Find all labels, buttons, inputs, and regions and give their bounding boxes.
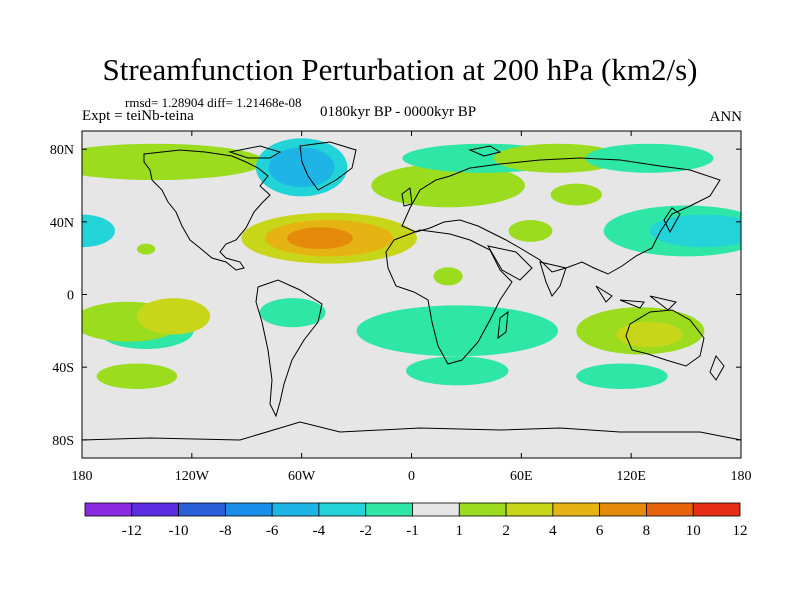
coastlines [82,141,741,441]
season-label: ANN [709,109,743,125]
colorbar-swatch-11 [599,502,647,517]
y-tick-label: 0 [67,289,74,304]
colorbar-swatch-12 [646,502,694,517]
coastline-british-isles [401,187,413,207]
colorbar-swatch-6 [365,502,413,517]
anomaly-region-25 [433,267,463,286]
coastline-north-america [143,149,271,271]
colorbar-swatch-3 [224,502,273,517]
anomaly-region-18 [96,363,178,389]
y-tick-label: 80N [50,143,74,158]
coastline-arctic-islands [228,145,502,159]
anomaly-region-0 [82,143,266,181]
colorbar-label: 1 [456,523,464,539]
colorbar-label: 6 [596,523,604,539]
x-tick-label: 180 [731,469,752,484]
anomaly-region-2 [268,147,335,188]
anomaly-region-17 [136,298,211,335]
anomaly-region-26 [508,220,553,242]
colorbar: -12 -10 -8 -6 -4 -2 -1 1 2 4 6 8 10 12 [84,502,748,539]
coastline-japan [663,207,681,234]
stats-line: rmsd= 1.28904 diff= 1.21468e-08 [125,95,302,110]
y-tick-label: 40N [50,216,74,231]
colorbar-swatch-8 [458,502,507,517]
anomaly-region-5 [287,227,353,250]
colorbar-swatch-0 [84,502,133,517]
coastline-antarctica [82,421,741,441]
colorbar-label: 8 [643,523,651,539]
x-tick-label: 120E [616,469,646,484]
anomaly-region-9 [585,143,714,173]
colorbar-label: 2 [502,523,510,539]
colorbar-swatch-10 [552,502,601,517]
anomaly-region-20 [356,305,558,357]
y-tick-label: 80S [52,434,74,449]
plot-title: Streamfunction Perturbation at 200 hPa (… [102,52,698,87]
coastline-india [539,261,567,297]
colorbar-swatch-1 [131,502,179,517]
coastline-south-america [255,279,323,418]
colorbar-swatch-7 [412,502,460,517]
anomaly-region-24 [576,363,668,389]
anomaly-region-21 [406,356,509,386]
anomaly-region-11 [649,214,741,248]
x-tick-label: 0 [408,469,415,484]
colorbar-swatch-13 [692,502,741,517]
colorbar-label: 12 [733,523,748,539]
coastline-madagascar [497,310,509,340]
colorbar-swatch-4 [271,502,320,517]
colorbar-label: -6 [266,523,279,539]
coastline-new-zealand [709,355,725,381]
period-line: 0180kyr BP - 0000kyr BP [320,104,477,120]
colorbar-label: 4 [549,523,557,539]
anomaly-region-23 [616,321,683,348]
colorbar-label: -1 [406,523,419,539]
colorbar-label: -4 [313,523,326,539]
colorbar-label: 10 [686,523,701,539]
anomaly-region-13 [82,214,115,248]
coastline-africa [385,229,513,365]
x-tick-label: 60E [510,469,533,484]
axis-ticks: 180 120W 60W 0 60E 120E 180 80N 40N 0 40S 80S [50,131,752,484]
coastline-greenland [299,141,357,191]
colorbar-swatch-9 [505,502,554,517]
anomaly-region-27 [136,243,156,255]
coastline-indonesia [595,285,677,311]
anomaly-region-6 [371,163,525,208]
anomaly-region-12 [550,183,602,206]
colorbar-swatch-2 [178,502,226,517]
colorbar-label: -2 [359,523,372,539]
coastline-arabia [486,245,533,281]
experiment-line: Expt = teiNb-teina [82,108,194,124]
y-tick-label: 40S [52,361,74,376]
x-tick-label: 180 [72,469,93,484]
anomaly-region-19 [259,298,326,328]
coastline-eurasia [401,157,721,275]
colorbar-label: -8 [219,523,232,539]
colorbar-label: -12 [122,523,142,539]
anomaly-region-8 [493,143,623,173]
colorbar-label: -10 [169,523,189,539]
colorbar-swatch-5 [318,502,367,517]
x-tick-label: 60W [288,469,316,484]
x-tick-label: 120W [175,469,210,484]
